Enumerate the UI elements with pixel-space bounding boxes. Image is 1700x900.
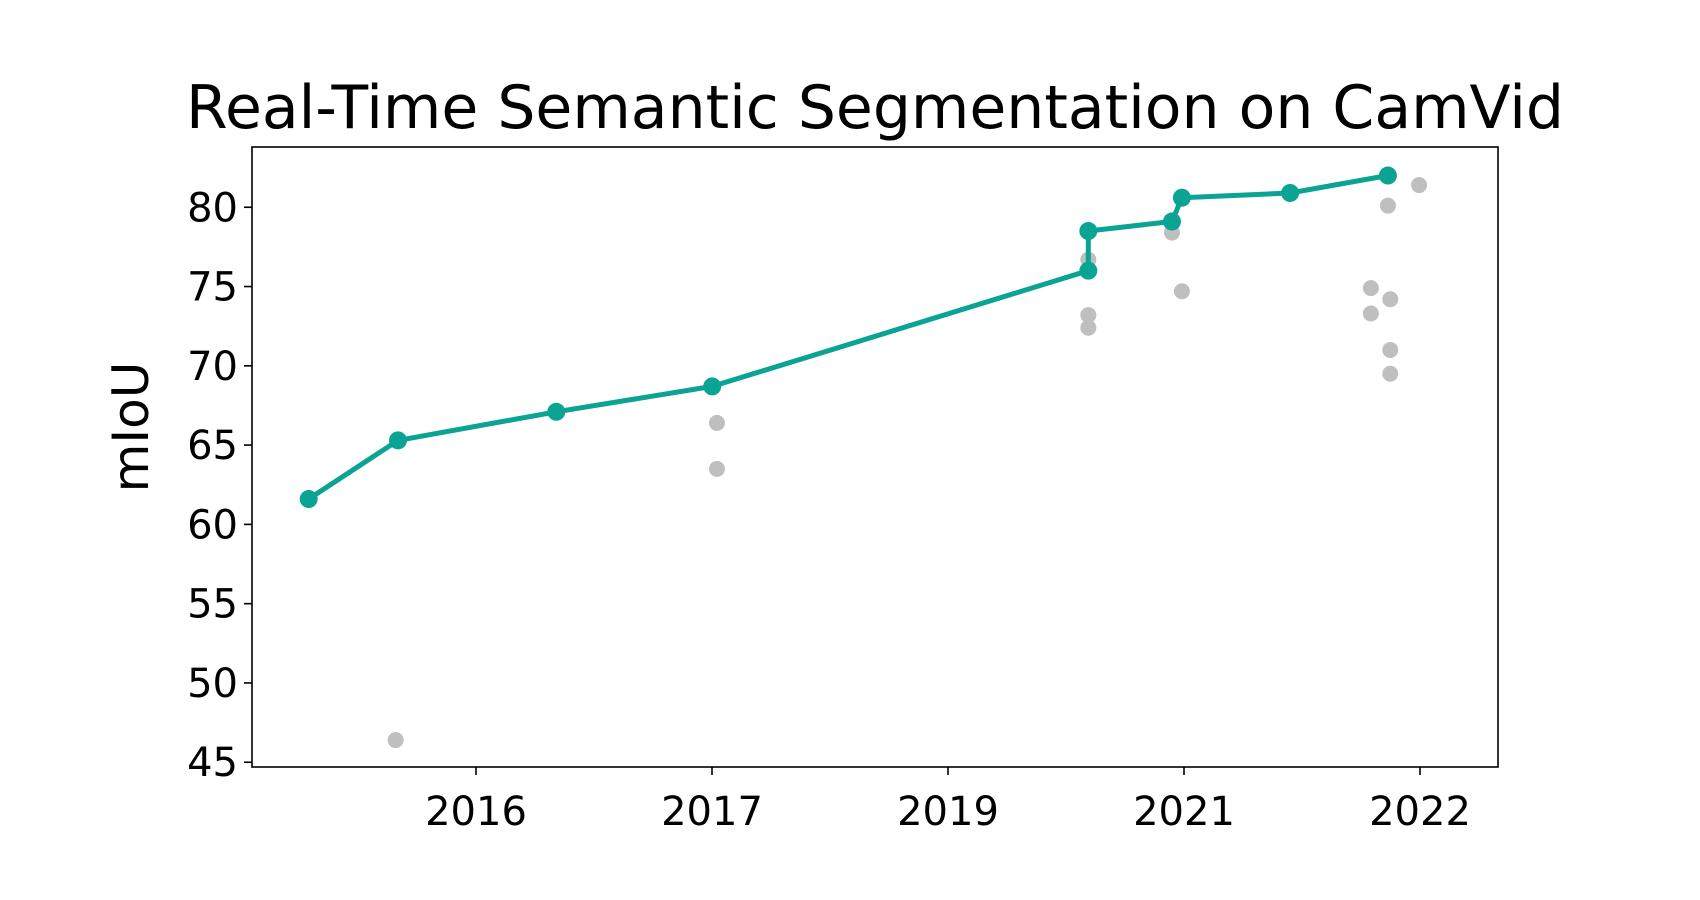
- y-tick-label: 60: [187, 502, 238, 548]
- other-method-point: [1173, 283, 1190, 300]
- sota-point: [1281, 183, 1300, 202]
- sota-point: [389, 431, 408, 450]
- other-method-point: [1382, 365, 1399, 382]
- other-method-point: [1362, 280, 1379, 297]
- sota-point: [703, 377, 722, 396]
- x-tick-label: 2016: [425, 789, 527, 835]
- plot-frame: [251, 146, 1499, 768]
- other-method-point: [708, 460, 725, 477]
- y-axis-ticks: 45 50 55 60 65 70 75 80: [187, 185, 252, 786]
- sota-point: [1079, 222, 1098, 241]
- x-tick-label: 2021: [1133, 789, 1235, 835]
- other-method-point: [387, 732, 404, 749]
- y-tick-label: 70: [187, 344, 238, 390]
- sota-point: [547, 402, 566, 421]
- x-tick-label: 2017: [661, 789, 763, 835]
- sota-line: [307, 173, 1389, 502]
- plot-marks: [299, 166, 1428, 749]
- x-tick-label: 2022: [1369, 789, 1471, 835]
- sota-point: [1172, 188, 1191, 207]
- sota-point: [299, 490, 318, 509]
- other-method-point: [708, 414, 725, 431]
- y-tick-label: 75: [187, 265, 238, 311]
- sota-point: [1162, 212, 1181, 231]
- other-method-point: [1411, 177, 1428, 194]
- chart-title: Real-Time Semantic Segmentation on CamVi…: [186, 73, 1564, 143]
- sota-point: [1378, 166, 1397, 185]
- other-method-point: [1379, 197, 1396, 214]
- y-tick-label: 55: [187, 582, 238, 628]
- other-method-point: [1080, 319, 1097, 336]
- other-method-point: [1382, 291, 1399, 308]
- sota-point: [1079, 261, 1098, 280]
- y-tick-label: 50: [187, 661, 238, 707]
- other-method-point: [1080, 307, 1097, 324]
- other-method-point: [1362, 305, 1379, 322]
- x-axis-ticks: 2016 2017 2019 2021 2022: [425, 767, 1471, 835]
- y-axis-label: mIoU: [102, 362, 160, 493]
- y-tick-label: 65: [187, 423, 238, 469]
- other-method-point: [1382, 341, 1399, 358]
- x-tick-label: 2019: [897, 789, 999, 835]
- y-tick-label: 45: [187, 740, 238, 786]
- y-tick-label: 80: [187, 185, 238, 231]
